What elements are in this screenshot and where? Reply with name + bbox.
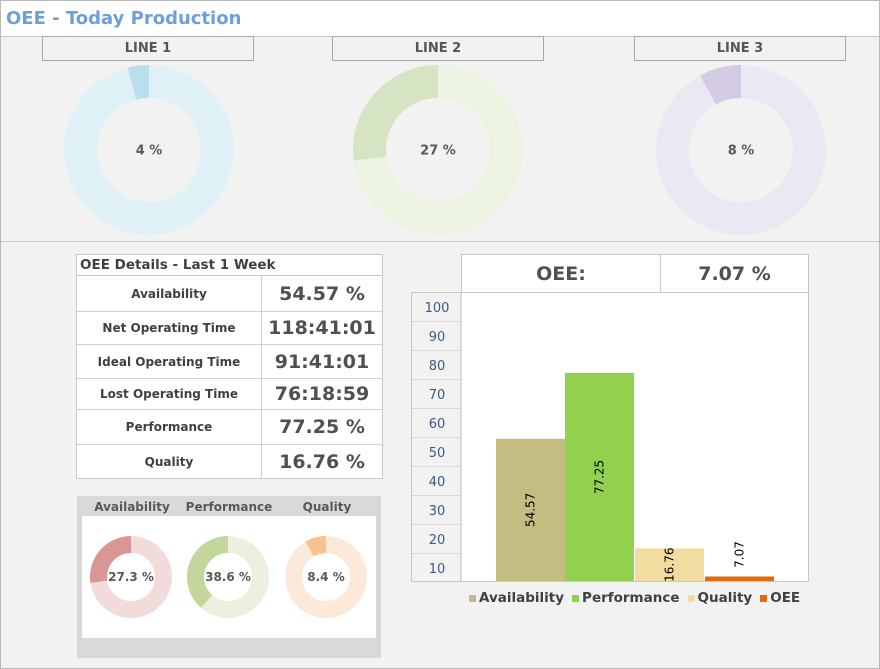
page-title: OEE - Today Production xyxy=(6,8,242,29)
details-value: 118:41:01 xyxy=(268,317,376,339)
oee-label: OEE: xyxy=(462,255,661,292)
bar-availability xyxy=(496,438,565,581)
line-2-header: LINE 2 xyxy=(332,36,544,61)
factor-donuts-panel: Availability Performance Quality 27.3 % 3… xyxy=(77,496,381,658)
line-3-header: LINE 3 xyxy=(634,36,846,61)
y-tick-label: 60 xyxy=(429,417,446,432)
legend-item: Performance xyxy=(572,590,680,606)
details-label: Availability xyxy=(77,276,262,311)
section-divider xyxy=(1,241,879,242)
bar-data-label: 77.25 xyxy=(593,460,607,494)
y-tick-label: 40 xyxy=(429,475,446,490)
legend-label: Availability xyxy=(479,590,565,606)
details-value: 54.57 % xyxy=(279,282,365,305)
donut-percent-text: 27 % xyxy=(420,144,456,159)
details-row-quality: Quality 16.76 % xyxy=(77,445,382,478)
mini-head-performance: Performance xyxy=(185,500,273,514)
donut-percent-text: 8 % xyxy=(728,144,755,159)
donut-percent-text: 4 % xyxy=(136,144,163,159)
details-row-net-operating-time: Net Operating Time 118:41:01 xyxy=(77,312,382,345)
legend-item: Quality xyxy=(687,590,753,606)
legend-item: OEE xyxy=(760,590,800,606)
details-label: Quality xyxy=(77,445,262,478)
details-label: Performance xyxy=(77,410,262,444)
line-1-header: LINE 1 xyxy=(42,36,254,61)
details-value: 77.25 % xyxy=(279,416,365,438)
details-label: Ideal Operating Time xyxy=(77,345,262,378)
donut-percent-text: 27.3 % xyxy=(108,570,154,584)
y-tick-label: 100 xyxy=(425,301,450,316)
bar-quality xyxy=(635,548,704,581)
bar-data-label: 54.57 xyxy=(524,493,538,527)
legend-swatch xyxy=(572,594,580,602)
donut-slice xyxy=(305,536,326,557)
details-label: Lost Operating Time xyxy=(77,379,262,409)
donut-percent-text: 38.6 % xyxy=(205,570,251,584)
donut-slice xyxy=(187,536,228,608)
donut-slice xyxy=(127,65,149,100)
details-heading: OEE Details - Last 1 Week xyxy=(77,255,382,276)
details-row-ideal-operating-time: Ideal Operating Time 91:41:01 xyxy=(77,345,382,379)
legend-label: Performance xyxy=(582,590,680,606)
legend-label: Quality xyxy=(697,590,753,606)
chart-legend: Availability Performance Quality OEE xyxy=(469,589,800,607)
details-label: Net Operating Time xyxy=(77,312,262,344)
legend-item: Availability xyxy=(469,590,564,606)
details-value: 91:41:01 xyxy=(274,350,370,373)
y-tick-label: 90 xyxy=(429,330,446,345)
oee-details-table: OEE Details - Last 1 Week Availability 5… xyxy=(76,254,383,479)
mini-donuts: 27.3 % 38.6 % 8.4 % xyxy=(90,536,367,618)
factor-donut-3: 8.4 % xyxy=(285,536,367,618)
bar-data-label: 7.07 xyxy=(733,541,747,568)
bar-data-label: 16.76 xyxy=(663,548,677,581)
donut-slice xyxy=(700,65,741,105)
line-donut-1: 4 % xyxy=(64,65,234,235)
line-donut-3: 8 % xyxy=(656,65,826,235)
oee-summary: OEE: 7.07 % xyxy=(461,254,809,293)
y-tick-label: 70 xyxy=(429,388,446,403)
mini-head-quality: Quality xyxy=(302,500,352,514)
details-row-lost-operating-time: Lost Operating Time 76:18:59 xyxy=(77,379,382,410)
legend-swatch xyxy=(469,594,476,602)
details-value: 16.76 % xyxy=(279,450,365,473)
y-tick-label: 80 xyxy=(429,359,446,374)
y-tick-label: 50 xyxy=(429,446,446,461)
factor-donut-2: 38.6 % xyxy=(187,536,269,618)
mini-donuts-area: 27.3 % 38.6 % 8.4 % xyxy=(82,516,376,638)
factor-donut-1: 27.3 % xyxy=(90,536,172,618)
bar-chart-svg: 10 20 30 40 50 60 70 80 90 100 54.57 77.25 16.76 7.07 xyxy=(412,293,774,583)
donut-slice xyxy=(353,65,438,161)
legend-swatch xyxy=(760,594,768,602)
details-row-availability: Availability 54.57 % xyxy=(77,276,382,312)
oee-value: 7.07 % xyxy=(698,262,771,285)
bar-performance xyxy=(565,372,634,581)
legend-label: OEE xyxy=(770,590,801,606)
legend-swatch xyxy=(687,594,695,602)
oee-bar-chart: 10 20 30 40 50 60 70 80 90 100 54.57 77.25 16.76 7.07 xyxy=(411,292,809,583)
y-tick-label: 30 xyxy=(429,504,446,519)
bar-oee xyxy=(705,576,774,581)
line-donuts: 4 % 27 % 8 % xyxy=(64,65,826,235)
y-tick-label: 20 xyxy=(429,533,446,548)
details-value: 76:18:59 xyxy=(274,383,370,405)
line-donut-2: 27 % xyxy=(353,65,523,235)
details-row-performance: Performance 77.25 % xyxy=(77,410,382,445)
mini-head-availability: Availability xyxy=(94,500,170,514)
y-tick-label: 10 xyxy=(429,562,446,577)
donut-slice xyxy=(90,536,131,583)
donut-percent-text: 8.4 % xyxy=(307,570,344,584)
